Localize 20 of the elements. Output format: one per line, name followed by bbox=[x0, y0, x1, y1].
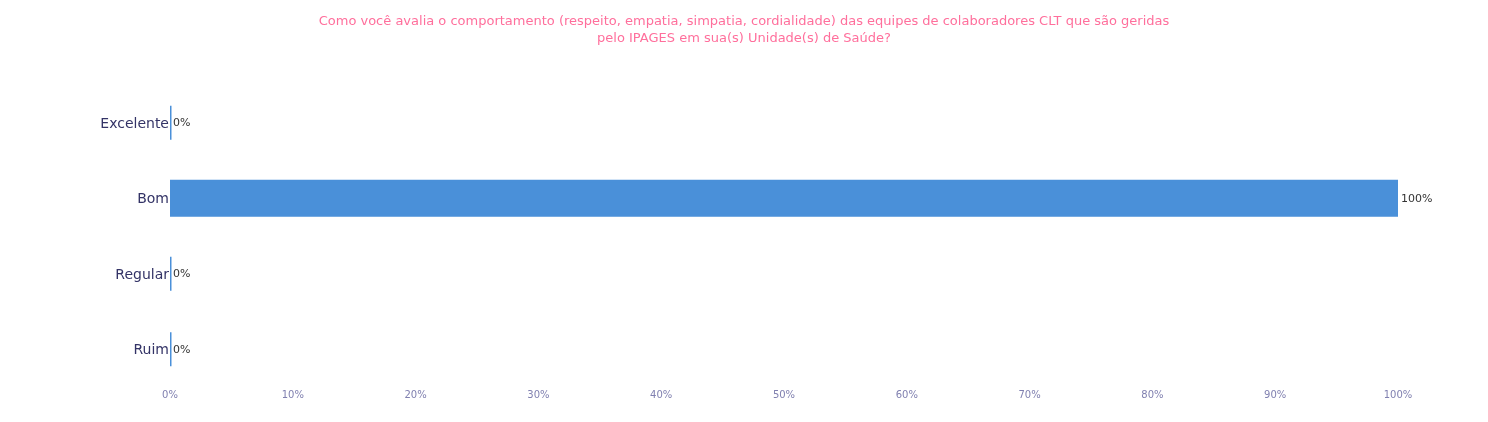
x-tick-label: 60% bbox=[895, 389, 918, 400]
y-tick-label: Ruim bbox=[133, 341, 169, 358]
x-tick-label: 20% bbox=[404, 389, 427, 400]
x-tick-label: 50% bbox=[772, 389, 796, 400]
y-tick-label: Bom bbox=[137, 190, 169, 207]
x-tick-label: 40% bbox=[650, 389, 673, 400]
x-tick-label: 80% bbox=[1141, 389, 1164, 400]
data-label: 0% bbox=[173, 342, 191, 356]
y-tick-label: Regular bbox=[115, 265, 170, 282]
data-label: 0% bbox=[173, 116, 191, 130]
x-tick-label: 70% bbox=[1018, 389, 1041, 400]
data-label: 100% bbox=[1401, 191, 1433, 205]
x-tick-label: 0% bbox=[162, 389, 178, 400]
chart-title: Como você avalia o comportamento (respeito, empatia, simpatia, cordialidade) das equipes de colaboradores CLT que são geridas pelo IPAGES em sua(s) Unidade(s) de Saúde? bbox=[318, 13, 1170, 46]
x-tick-label: 30% bbox=[527, 389, 550, 400]
data-label: 0% bbox=[173, 267, 191, 281]
y-tick-label: Excelente bbox=[100, 114, 169, 131]
x-tick-label: 100% bbox=[1383, 389, 1413, 400]
x-tick-label: 10% bbox=[281, 389, 304, 400]
x-tick-label: 90% bbox=[1264, 389, 1287, 400]
